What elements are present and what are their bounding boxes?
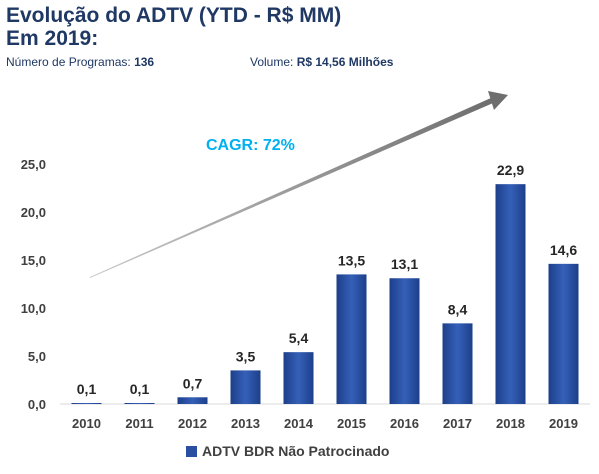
- x-tick-label-2017: 2017: [443, 416, 472, 431]
- legend: ADTV BDR Não Patrocinado: [186, 443, 389, 459]
- data-label-2011: 0,1: [130, 381, 150, 397]
- data-label-2014: 5,4: [289, 330, 309, 346]
- x-tick-label-2013: 2013: [231, 416, 260, 431]
- trend-arrow-head: [488, 91, 508, 110]
- data-label-2015: 13,5: [338, 252, 365, 268]
- volume-stat: Volume: R$ 14,56 Milhões: [250, 55, 393, 69]
- data-label-2018: 22,9: [497, 162, 524, 178]
- title-line-2: Em 2019:: [6, 27, 99, 50]
- trend-arrow-shaft: [90, 97, 492, 278]
- x-tick-label-2012: 2012: [178, 416, 207, 431]
- legend-label: ADTV BDR Não Patrocinado: [202, 443, 390, 459]
- data-label-2010: 0,1: [77, 381, 97, 397]
- data-label-2016: 13,1: [391, 256, 418, 272]
- y-tick-label: 10,0: [21, 301, 46, 316]
- title-line-1: Evolução do ADTV (YTD - R$ MM): [6, 4, 342, 27]
- y-tick-label: 20,0: [21, 205, 46, 220]
- bar-2011: [124, 403, 155, 404]
- volume-label: Volume:: [250, 55, 294, 69]
- bar-layer: [71, 184, 579, 404]
- label-layer: 0,1 2010 0,1 2011 0,7 2012 3,5 2013 5,4 2014 13,5 2…: [72, 162, 578, 431]
- data-label-2017: 8,4: [448, 301, 468, 317]
- data-label-2013: 3,5: [236, 348, 256, 364]
- data-label-2019: 14,6: [550, 242, 577, 258]
- volume-value: R$ 14,56 Milhões: [296, 55, 394, 69]
- x-tick-label-2019: 2019: [549, 416, 578, 431]
- x-tick-label-2015: 2015: [337, 416, 366, 431]
- bar-2010: [71, 403, 102, 404]
- cagr-annotation: CAGR: 72%: [206, 137, 295, 154]
- bar-2014: [283, 352, 314, 404]
- bar-2017: [442, 323, 473, 404]
- x-tick-label-2016: 2016: [390, 416, 419, 431]
- bar-2013: [230, 370, 261, 404]
- x-tick-label-2014: 2014: [284, 416, 314, 431]
- bar-2015: [336, 274, 367, 404]
- x-tick-label-2011: 2011: [125, 416, 153, 431]
- programs-label: Número de Programas:: [6, 55, 131, 69]
- y-tick-label: 0,0: [28, 397, 46, 412]
- bar-2012: [177, 397, 208, 404]
- trend-arrow-layer: [90, 91, 508, 278]
- bar-2016: [389, 278, 420, 404]
- x-tick-label-2018: 2018: [496, 416, 525, 431]
- legend-swatch: [186, 445, 197, 457]
- x-tick-label-2010: 2010: [72, 416, 101, 431]
- chart-title: Evolução do ADTV (YTD - R$ MM) Em 2019:: [6, 4, 341, 50]
- programs-stat: Número de Programas: 136: [6, 55, 154, 69]
- programs-value: 136: [134, 55, 155, 69]
- y-tick-label: 5,0: [28, 349, 46, 364]
- bar-2018: [495, 184, 526, 404]
- y-tick-label: 15,0: [21, 253, 46, 268]
- y-tick-label: 25,0: [21, 157, 46, 172]
- data-label-2012: 0,7: [183, 375, 203, 391]
- bar-2019: [548, 263, 579, 404]
